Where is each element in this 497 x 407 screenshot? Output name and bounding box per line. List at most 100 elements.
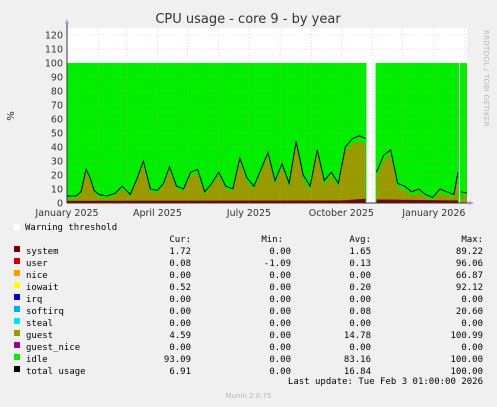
legend-cur-nice: 0.00 (169, 271, 191, 281)
y-tick-label-50: 50 (51, 129, 63, 140)
legend-swatch-system (14, 246, 20, 252)
legend-avg-steal: 0.00 (349, 319, 371, 329)
rrdtool-label: RRDTOOL / TOBI OETIKER (482, 30, 490, 127)
guest-area-0 (67, 141, 366, 203)
y-axis-arrow (65, 19, 69, 24)
legend-row-steal: steal 0.00 0.00 0.00 0.00 (0, 318, 497, 330)
legend-cur-guest: 4.59 (169, 331, 191, 341)
legend-cur-softirq: 0.00 (169, 307, 191, 317)
legend-swatch-steal (14, 318, 20, 324)
y-tick-label-110: 110 (45, 45, 63, 56)
last-update: Last update: Tue Feb 3 01:00:00 2026 (287, 377, 483, 387)
legend-max-irq: 0.00 (461, 295, 483, 305)
cpu-usage-chart: 0 10 20 30 40 50 60 70 80 90 100 110 120 January 2025… (6, 12, 474, 219)
chart-title: CPU usage - core 9 - by year (155, 12, 341, 27)
y-tick-label-60: 60 (51, 115, 63, 126)
x-tick-label-2: July 2025 (226, 208, 271, 219)
y-tick-label-20: 20 (51, 171, 63, 182)
legend-avg-nice: 0.00 (349, 271, 371, 281)
legend-name-steal: steal (26, 319, 54, 329)
x-tick-label-0: January 2025 (34, 208, 98, 219)
legend-row-total-usage: total usage 6.91 0.00 16.84 100.00 (0, 366, 497, 378)
warning-threshold-swatch (14, 224, 20, 230)
legend-max-guest: 100.99 (450, 331, 483, 341)
legend-cur-total-usage: 6.91 (169, 367, 191, 377)
legend-max-total-usage: 100.00 (450, 367, 483, 377)
y-tick-label-80: 80 (51, 87, 63, 98)
legend-name-system: system (26, 247, 59, 257)
guest-area-2 (460, 196, 467, 203)
legend-max-user: 96.06 (455, 259, 483, 269)
system-area-0 (67, 198, 366, 203)
legend-min-steal: 0.00 (269, 319, 291, 329)
legend-max-idle: 100.00 (450, 355, 483, 365)
y-tick-label-90: 90 (51, 73, 63, 84)
total-usage-line-2 (460, 191, 468, 194)
legend-row-guest_nice: guest_nice 0.00 0.00 0.00 0.00 (0, 342, 497, 354)
y-tick-label-120: 120 (45, 31, 63, 42)
legend-row-iowait: iowait 0.52 0.00 0.20 92.12 (0, 282, 497, 294)
y-tick-label-30: 30 (51, 157, 63, 168)
x-tick-label-4: January 2026 (401, 208, 465, 219)
warning-threshold-label: Warning threshold (25, 223, 118, 233)
legend-cur-iowait: 0.52 (169, 283, 191, 293)
legend-row-irq: irq 0.00 0.00 0.00 0.00 (0, 294, 497, 306)
legend-row-softirq: softirq 0.00 0.00 0.08 20.60 (0, 306, 497, 318)
legend-cur-system: 1.72 (169, 247, 191, 257)
legend-swatch-nice (14, 270, 20, 276)
legend-swatch-iowait (14, 282, 20, 288)
legend-min-softirq: 0.00 (269, 307, 291, 317)
legend-row-nice: nice 0.00 0.00 0.00 66.87 (0, 270, 497, 282)
legend-swatch-guest_nice (14, 342, 20, 348)
legend-row-idle: idle 93.09 0.00 83.16 100.00 (0, 354, 497, 366)
legend-swatch-idle (14, 354, 20, 360)
legend-max-iowait: 92.12 (455, 283, 483, 293)
guest-area-1 (376, 155, 458, 203)
legend-avg-guest: 14.78 (343, 331, 371, 341)
header-avg: Avg: (349, 235, 371, 245)
legend-cur-steal: 0.00 (169, 319, 191, 329)
legend-avg-user: 0.13 (349, 259, 371, 269)
legend-swatch-total-usage (14, 366, 20, 372)
munin-version: Munin 2.0.75 (225, 392, 272, 400)
legend-row-guest: guest 4.59 0.00 14.78 100.99 (0, 330, 497, 342)
legend-min-user: -1.09 (263, 259, 291, 269)
legend-name-total-usage: total usage (26, 367, 86, 377)
legend-cur-user: 0.08 (169, 259, 191, 269)
legend-swatch-guest (14, 330, 20, 336)
legend-avg-system: 1.65 (349, 247, 371, 257)
legend-max-softirq: 20.60 (455, 307, 483, 317)
legend-min-guest_nice: 0.00 (269, 343, 291, 353)
header-max: Max: (461, 235, 483, 245)
legend-avg-idle: 83.16 (343, 355, 371, 365)
warning-threshold-legend: Warning threshold (14, 222, 117, 234)
legend-max-system: 89.22 (455, 247, 483, 257)
y-tick-label-10: 10 (51, 185, 63, 196)
legend-swatch-softirq (14, 306, 20, 312)
legend-cur-guest_nice: 0.00 (169, 343, 191, 353)
legend-max-guest_nice: 0.00 (461, 343, 483, 353)
legend-min-nice: 0.00 (269, 271, 291, 281)
legend-name-softirq: softirq (26, 307, 64, 317)
system-area-1 (376, 199, 458, 203)
legend-avg-guest_nice: 0.00 (349, 343, 371, 353)
y-tick-label-100: 100 (45, 59, 63, 70)
legend-avg-irq: 0.00 (349, 295, 371, 305)
legend-min-iowait: 0.00 (269, 283, 291, 293)
legend-name-iowait: iowait (26, 283, 59, 293)
y-tick-label-40: 40 (51, 143, 63, 154)
legend-min-system: 0.00 (269, 247, 291, 257)
legend-row-user: user 0.08 -1.09 0.13 96.06 (0, 258, 497, 270)
total-usage-line-0 (67, 135, 366, 197)
y-axis-label: % (6, 111, 17, 121)
legend-avg-iowait: 0.20 (349, 283, 371, 293)
x-tick-label-1: April 2025 (133, 208, 182, 219)
legend-name-guest: guest (26, 331, 54, 341)
legend-name-irq: irq (26, 295, 43, 305)
legend-max-steal: 0.00 (461, 319, 483, 329)
legend-name-user: user (26, 259, 48, 269)
legend-cur-idle: 93.09 (163, 355, 191, 365)
header-min: Min: (261, 235, 283, 245)
y-tick-label-70: 70 (51, 101, 63, 112)
